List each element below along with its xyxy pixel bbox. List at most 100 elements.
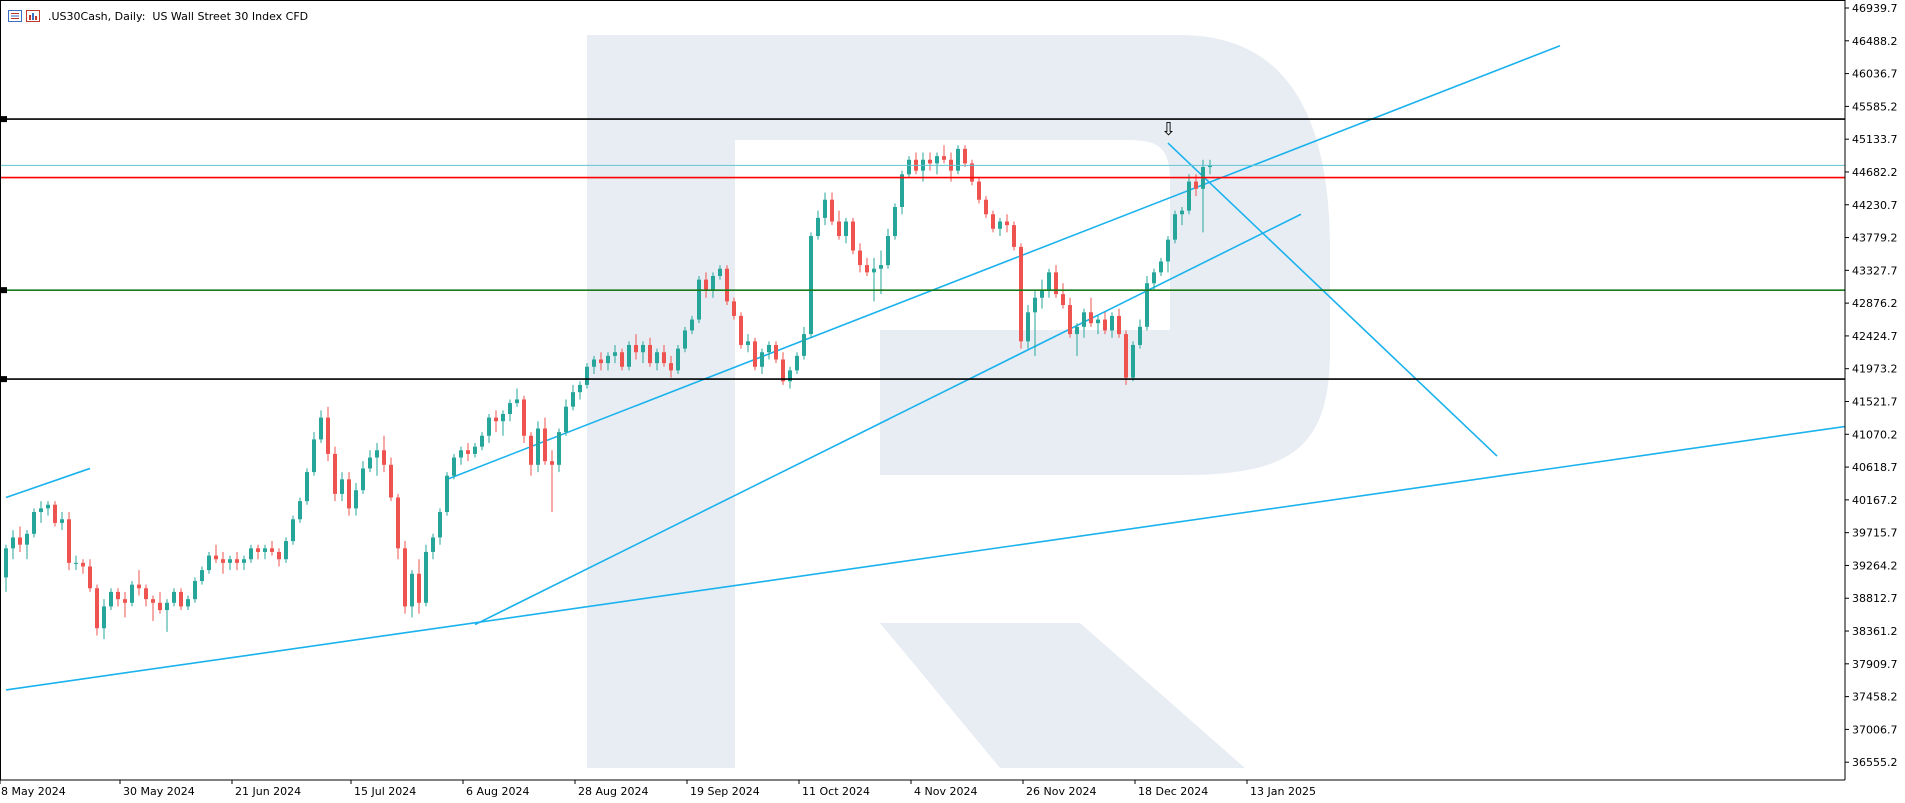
candle-body <box>578 384 582 393</box>
candle-body <box>382 450 386 465</box>
candle-body <box>11 537 15 549</box>
candle-body <box>711 275 715 291</box>
candle-body <box>732 301 736 316</box>
candle-body <box>515 399 519 404</box>
trendline <box>474 213 1302 626</box>
time-tick-label: 6 Aug 2024 <box>466 785 529 798</box>
candle-body <box>858 250 862 266</box>
candle-body <box>1089 312 1093 324</box>
candle-body <box>417 573 421 603</box>
time-tick-label: 15 Jul 2024 <box>354 785 416 798</box>
candle-body <box>725 268 729 302</box>
candle-body <box>1096 319 1100 324</box>
candle-body <box>1173 214 1177 240</box>
time-tick-label: 19 Sep 2024 <box>690 785 760 798</box>
level-handle <box>1 287 7 294</box>
candle-body <box>1180 210 1184 215</box>
candle-body <box>802 334 806 356</box>
candle-body <box>1047 272 1051 291</box>
price-tick-label: 39715.7 <box>1852 527 1898 540</box>
candle-body <box>760 352 764 367</box>
candle-body <box>95 588 99 629</box>
candle-body <box>536 428 540 465</box>
candle-body <box>886 236 890 266</box>
candle-body <box>53 504 57 523</box>
candle-body <box>25 533 29 545</box>
trendline <box>446 45 1561 481</box>
candle-body <box>1061 294 1065 306</box>
candle-body <box>809 236 813 335</box>
candle-body <box>263 548 267 552</box>
candle-body <box>1040 290 1044 298</box>
trendlines-layer[interactable] <box>5 45 1905 691</box>
candle-body <box>830 199 834 222</box>
candle-body <box>1117 315 1121 335</box>
price-tick-label: 42876.2 <box>1852 297 1898 310</box>
candle-body <box>361 468 365 491</box>
candle-body <box>676 348 680 371</box>
list-icon[interactable] <box>8 10 22 22</box>
candle-body <box>1138 326 1142 345</box>
price-tick-label: 41521.7 <box>1852 395 1898 408</box>
candle-body <box>837 221 841 237</box>
candle-body <box>1075 326 1079 335</box>
candle-body <box>1110 315 1114 331</box>
candle-body <box>662 352 666 364</box>
price-tick-label: 42424.7 <box>1852 330 1898 343</box>
candle-body <box>795 355 799 371</box>
candle-body <box>788 370 792 382</box>
candle-body <box>445 475 449 513</box>
candle-body <box>291 519 295 542</box>
level-handle <box>1 376 7 383</box>
candle-body <box>473 446 477 454</box>
candle-body <box>599 359 603 364</box>
candle-body <box>102 606 106 629</box>
candle-body <box>144 588 148 600</box>
price-tick-label: 43779.2 <box>1852 232 1898 245</box>
candle-body <box>130 584 134 603</box>
time-tick-label: 18 Dec 2024 <box>1138 785 1208 798</box>
candle-body <box>1131 344 1135 378</box>
candle-body <box>1124 334 1128 378</box>
candle-body <box>753 341 757 367</box>
candle-body <box>977 181 981 200</box>
candle-body <box>585 366 589 385</box>
price-tick-label: 46488.2 <box>1852 35 1898 48</box>
price-tick-label: 44230.7 <box>1852 199 1898 212</box>
candle-body <box>158 602 162 611</box>
time-tick-label: 30 May 2024 <box>123 785 195 798</box>
candle-body <box>1187 181 1191 211</box>
time-tick-label: 28 Aug 2024 <box>578 785 648 798</box>
candle-body <box>746 341 750 345</box>
chart-title: .US30Cash, Daily: US Wall Street 30 Inde… <box>48 9 309 23</box>
candle-body <box>1026 312 1030 342</box>
candle-body <box>4 548 8 578</box>
candle-body <box>172 591 176 603</box>
candle-body <box>207 555 211 571</box>
candle-body <box>319 417 323 440</box>
candle-body <box>242 559 246 563</box>
candle-body <box>655 352 659 364</box>
price-tick-label: 44682.2 <box>1852 166 1898 179</box>
candle-body <box>151 599 155 603</box>
candle-body <box>228 559 232 563</box>
price-tick-label: 43327.7 <box>1852 264 1898 277</box>
price-tick-label: 41973.2 <box>1852 363 1898 376</box>
candle-body <box>571 392 575 407</box>
candle-body <box>368 457 372 469</box>
bar-chart-icon[interactable] <box>26 10 40 22</box>
candle-body <box>249 548 253 560</box>
candle-body <box>179 591 183 607</box>
candle-body <box>431 537 435 552</box>
time-tick-label: 8 May 2024 <box>1 785 66 798</box>
price-tick-label: 40167.2 <box>1852 494 1898 507</box>
trendline <box>1167 142 1498 457</box>
candle-body <box>935 156 939 164</box>
candle-body <box>1082 312 1086 327</box>
candle-body <box>88 566 92 589</box>
candle-body <box>354 490 358 509</box>
candle-body <box>1145 283 1149 327</box>
time-axis-background <box>0 780 1905 803</box>
